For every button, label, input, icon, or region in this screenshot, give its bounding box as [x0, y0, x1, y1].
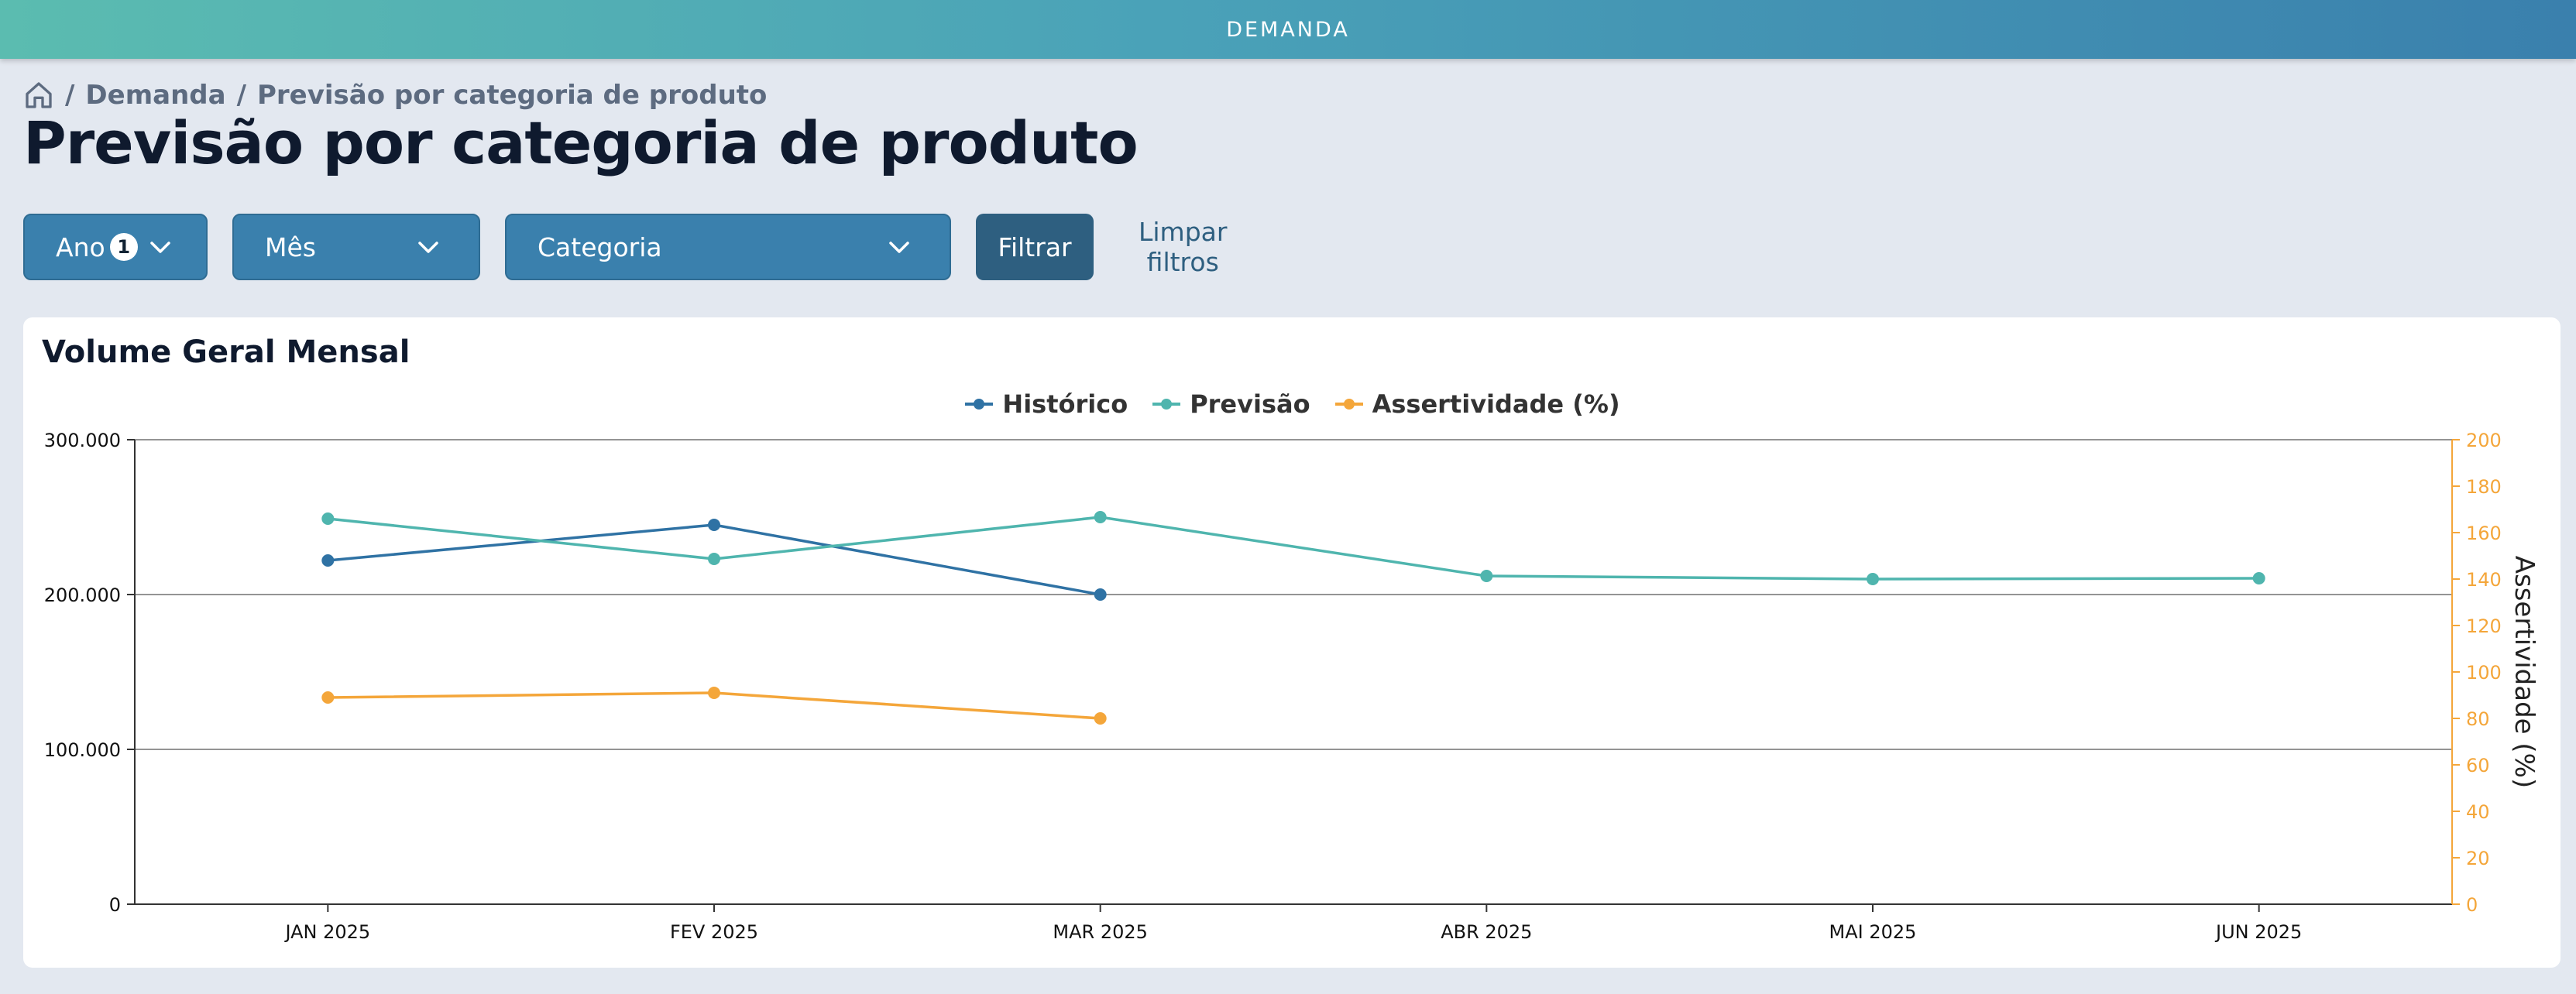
data-point-previsao: [2252, 572, 2265, 584]
data-point-assertividade: [1094, 712, 1107, 725]
month-select-label: Mês: [265, 231, 316, 262]
y-right-tick-label: 40: [2466, 801, 2490, 823]
y-right-tick-label: 160: [2466, 523, 2502, 544]
x-tick-label: ABR 2025: [1441, 921, 1532, 943]
top-bar: DEMANDA: [0, 0, 2576, 59]
monthly-volume-chart: 0 100.000 200.000 300.000 0 20 40 60 80 100 120 140…: [44, 430, 2540, 943]
y-right-tick-label: 100: [2466, 662, 2502, 684]
legend-label-previsao: Previsão: [1190, 389, 1310, 419]
data-point-assertividade: [321, 691, 335, 704]
chevron-down-icon: [418, 242, 438, 253]
x-tick-label: JUN 2025: [2214, 921, 2302, 943]
app-section-title: DEMANDA: [1226, 17, 1350, 42]
legend-marker-historico: [965, 399, 994, 410]
legend-item-assertividade[interactable]: Assertividade (%): [1334, 389, 1620, 419]
breadcrumb-separator: /: [236, 80, 246, 111]
legend-item-historico[interactable]: Histórico: [963, 389, 1128, 419]
home-icon[interactable]: [23, 80, 54, 111]
y-right-tick-label: 200: [2466, 430, 2502, 451]
clear-filters-button[interactable]: Limpar filtros: [1139, 214, 1227, 280]
chevron-down-icon: [150, 242, 170, 253]
data-point-previsao: [1480, 570, 1493, 582]
data-point-historico: [321, 554, 335, 567]
chart-legend: Histórico Previsão Assertividade (%): [23, 389, 2561, 420]
category-select-label: Categoria: [538, 231, 662, 262]
breadcrumb-separator: /: [65, 80, 75, 111]
y-right-axis-label: Assertividade (%): [2509, 556, 2540, 789]
data-point-historico: [708, 519, 720, 531]
y-left-tick-label: 0: [109, 894, 121, 916]
y-right-tick-label: 120: [2466, 615, 2502, 637]
data-point-previsao: [1094, 511, 1107, 523]
series-line-previsao: [328, 516, 2259, 581]
legend-item-previsao[interactable]: Previsão: [1151, 389, 1310, 419]
chevron-down-icon: [889, 242, 909, 253]
y-left-tick-label: 100.000: [44, 739, 121, 761]
y-left-tick-label: 300.000: [44, 430, 121, 451]
x-tick-label: FEV 2025: [670, 921, 758, 943]
page-title: Previsão por categoria de produto: [23, 108, 1139, 177]
month-select[interactable]: Mês: [232, 214, 480, 280]
y-left-tick-label: 200.000: [44, 584, 121, 606]
legend-label-assertividade: Assertividade (%): [1372, 389, 1620, 419]
apply-filter-button[interactable]: Filtrar: [976, 214, 1094, 280]
y-right-tick-label: 20: [2466, 848, 2490, 869]
y-right-tick-label: 80: [2466, 708, 2490, 730]
data-point-assertividade: [708, 687, 720, 699]
x-tick-label: MAI 2025: [1829, 921, 1917, 943]
y-right-tick-label: 60: [2466, 755, 2490, 776]
year-filter-count-badge: 1: [109, 233, 138, 261]
x-tick-label: JAN 2025: [283, 921, 370, 943]
data-point-previsao: [321, 512, 335, 525]
breadcrumb: / Demanda / Previsão por categoria de pr…: [23, 77, 767, 113]
breadcrumb-item-demanda[interactable]: Demanda: [85, 80, 226, 111]
breadcrumb-item-current: Previsão por categoria de produto: [256, 80, 768, 111]
y-right-tick-label: 180: [2466, 476, 2502, 498]
chart-title: Volume Geral Mensal: [42, 334, 410, 370]
year-select[interactable]: Ano 1: [23, 214, 208, 280]
monthly-volume-card: 0 100.000 200.000 300.000 0 20 40 60 80 100 120 140…: [23, 317, 2561, 968]
legend-marker-previsao: [1152, 399, 1181, 410]
legend-label-historico: Histórico: [1002, 389, 1128, 419]
x-tick-label: MAR 2025: [1053, 921, 1148, 943]
category-select[interactable]: Categoria: [505, 214, 951, 280]
y-right-tick-label: 0: [2466, 894, 2478, 916]
data-point-historico: [1094, 588, 1107, 601]
year-select-label: Ano: [56, 231, 105, 262]
y-right-tick-label: 140: [2466, 569, 2502, 591]
data-point-previsao: [708, 553, 720, 565]
data-point-previsao: [1867, 573, 1879, 585]
legend-marker-assertividade: [1334, 399, 1363, 410]
